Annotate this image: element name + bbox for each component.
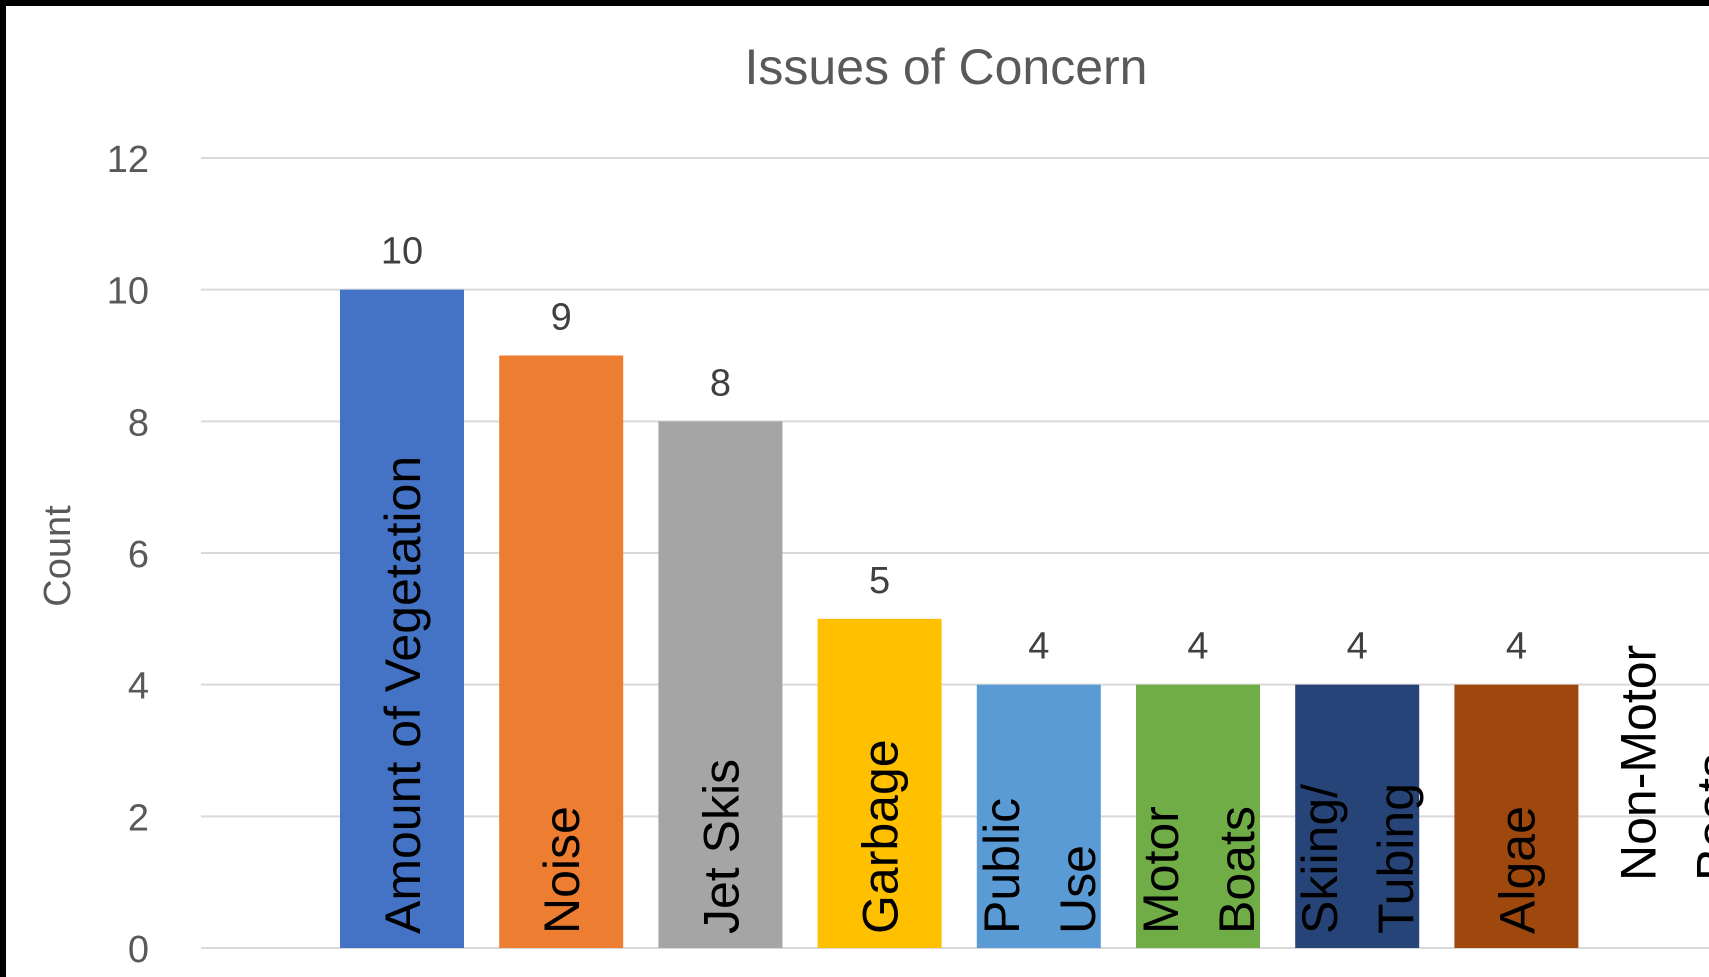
bars xyxy=(340,289,1579,949)
category-label: Garbage xyxy=(853,739,909,934)
bar xyxy=(1454,684,1579,948)
bar xyxy=(817,618,942,948)
category-label: Jet Skis xyxy=(693,759,749,934)
y-tick-label: 8 xyxy=(128,402,149,444)
bar xyxy=(658,421,783,948)
y-tick-label: 0 xyxy=(128,929,149,971)
data-label: 4 xyxy=(1347,626,1368,668)
y-tick-label: 12 xyxy=(107,139,149,181)
data-label: 8 xyxy=(710,362,731,404)
y-axis-title: Count xyxy=(37,505,79,607)
bar xyxy=(1295,684,1420,948)
category-label: Non-Motor xyxy=(1611,645,1667,881)
category-label: Boats xyxy=(1687,753,1709,881)
category-label: Amount of Vegetation xyxy=(375,456,431,934)
y-tick-label: 4 xyxy=(128,666,149,708)
data-label: 4 xyxy=(1506,626,1527,668)
data-labels: 1098544440 xyxy=(381,231,1527,668)
y-tick-label: 6 xyxy=(128,534,149,576)
data-label: 4 xyxy=(1187,626,1208,668)
category-label: Tubing xyxy=(1368,783,1424,934)
category-labels: Amount of Vegetation Noise Jet Skis Garbage… xyxy=(375,456,1709,934)
y-tick-label: 10 xyxy=(107,271,149,313)
data-label: 4 xyxy=(1028,626,1049,668)
category-label: Motor xyxy=(1133,806,1189,934)
category-label: Public xyxy=(974,798,1030,934)
bar xyxy=(340,289,464,949)
y-tick-label: 2 xyxy=(128,797,149,839)
bar xyxy=(499,355,624,948)
category-label: Boats xyxy=(1209,806,1265,934)
category-label: Skiing/ xyxy=(1292,784,1348,934)
data-label: 5 xyxy=(869,560,890,602)
category-label: Use xyxy=(1050,845,1106,934)
data-label: 10 xyxy=(381,231,423,273)
bar xyxy=(976,684,1101,948)
y-axis-ticks: 0 2 4 6 8 10 12 xyxy=(107,139,149,971)
category-label: Algae xyxy=(1489,806,1545,934)
data-label: 9 xyxy=(551,297,572,339)
bar xyxy=(1136,684,1260,948)
bar-chart: Issues of Concern Count 0 2 4 6 8 10 12 10 9 8 5 4… xyxy=(37,39,1709,971)
chart-title: Issues of Concern xyxy=(745,39,1148,95)
category-label: Noise xyxy=(534,806,590,934)
